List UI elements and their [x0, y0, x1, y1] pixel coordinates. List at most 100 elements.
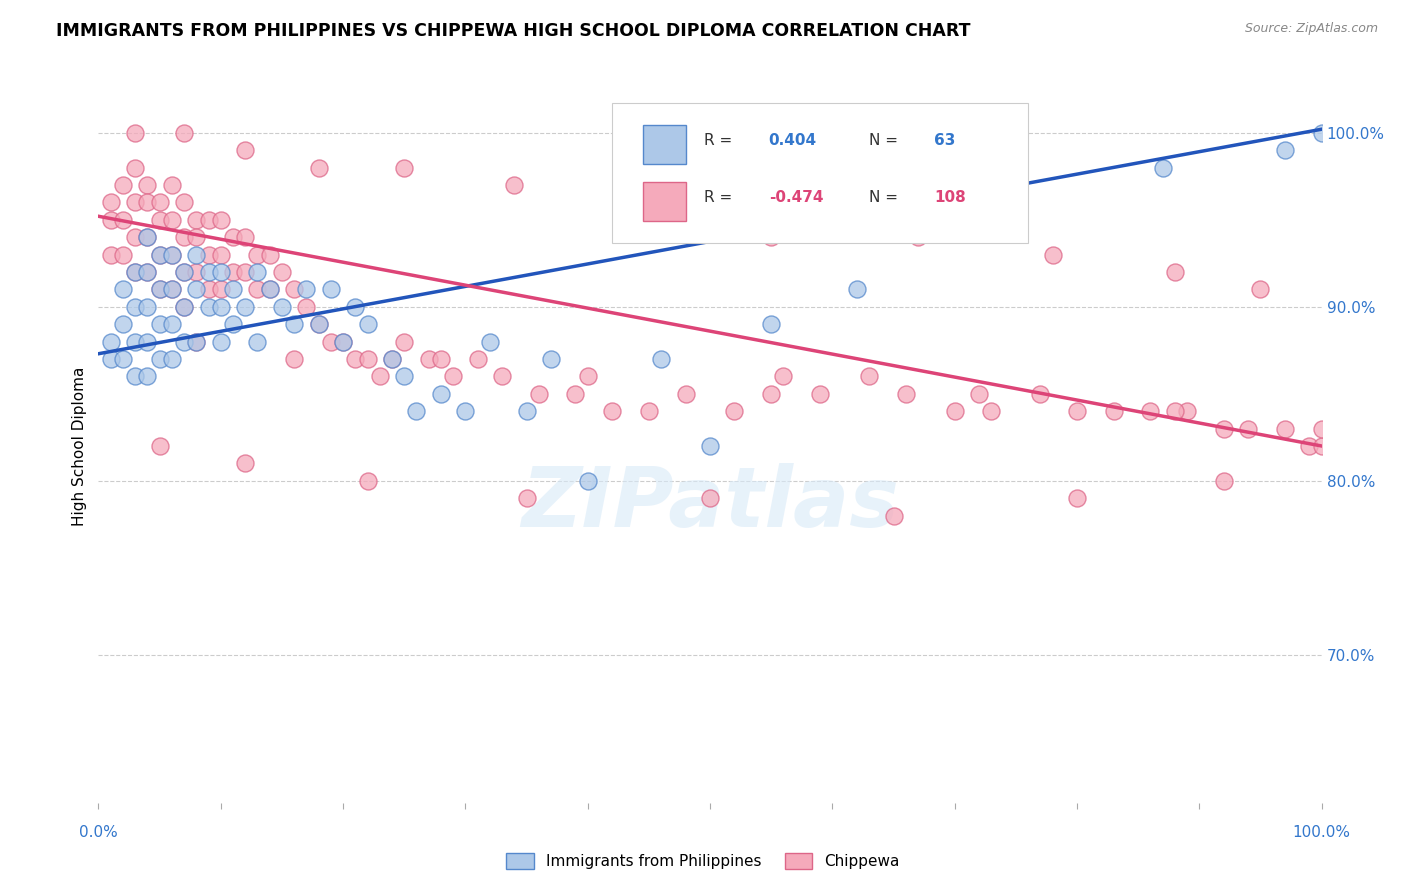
Point — [222, 230, 245, 244]
Point — [1310, 439, 1333, 453]
Point — [515, 404, 537, 418]
Point — [149, 195, 172, 210]
Point — [246, 247, 269, 261]
Point — [308, 317, 330, 331]
Point — [503, 178, 526, 192]
Point — [527, 386, 550, 401]
Point — [344, 300, 367, 314]
Point — [1066, 491, 1088, 506]
Point — [761, 230, 783, 244]
Point — [160, 247, 183, 261]
Point — [100, 334, 122, 349]
Point — [283, 351, 305, 366]
Point — [392, 369, 416, 384]
Text: IMMIGRANTS FROM PHILIPPINES VS CHIPPEWA HIGH SCHOOL DIPLOMA CORRELATION CHART: IMMIGRANTS FROM PHILIPPINES VS CHIPPEWA … — [56, 22, 970, 40]
Point — [308, 161, 330, 175]
Point — [186, 247, 208, 261]
Point — [246, 334, 269, 349]
Point — [259, 282, 281, 296]
Text: -0.474: -0.474 — [769, 190, 824, 205]
Text: N =: N = — [869, 190, 903, 205]
Point — [124, 161, 146, 175]
Point — [100, 247, 122, 261]
Point — [1274, 421, 1296, 435]
Point — [222, 317, 245, 331]
Point — [233, 230, 256, 244]
Point — [160, 282, 183, 296]
Point — [600, 404, 623, 418]
Point — [111, 212, 134, 227]
Point — [259, 282, 281, 296]
Point — [111, 178, 134, 192]
Point — [136, 230, 159, 244]
Point — [246, 265, 269, 279]
Point — [149, 317, 172, 331]
Text: 100.0%: 100.0% — [1292, 825, 1351, 840]
Point — [124, 369, 146, 384]
Point — [295, 300, 318, 314]
Point — [233, 143, 256, 157]
Point — [967, 386, 990, 401]
Point — [136, 265, 159, 279]
Point — [149, 439, 172, 453]
Point — [173, 230, 195, 244]
Point — [319, 282, 342, 296]
Point — [186, 212, 208, 227]
Point — [540, 351, 562, 366]
Point — [418, 351, 440, 366]
Point — [319, 334, 342, 349]
Point — [430, 351, 453, 366]
Point — [197, 282, 219, 296]
Point — [392, 161, 416, 175]
Text: Source: ZipAtlas.com: Source: ZipAtlas.com — [1244, 22, 1378, 36]
Point — [430, 386, 453, 401]
Point — [259, 247, 281, 261]
Point — [186, 334, 208, 349]
Point — [136, 265, 159, 279]
Point — [160, 247, 183, 261]
Text: 0.404: 0.404 — [769, 133, 817, 148]
Point — [907, 230, 929, 244]
Point — [136, 195, 159, 210]
Point — [845, 282, 868, 296]
Point — [111, 351, 134, 366]
Point — [160, 212, 183, 227]
Point — [270, 265, 294, 279]
Point — [699, 491, 721, 506]
Point — [124, 334, 146, 349]
Point — [883, 508, 905, 523]
Point — [209, 212, 232, 227]
Point — [1274, 143, 1296, 157]
Point — [1042, 247, 1064, 261]
Point — [136, 300, 159, 314]
Point — [564, 386, 586, 401]
Point — [381, 351, 404, 366]
Point — [160, 282, 183, 296]
Point — [1310, 421, 1333, 435]
Point — [478, 334, 501, 349]
Point — [1212, 421, 1234, 435]
Point — [111, 282, 134, 296]
Point — [454, 404, 477, 418]
Point — [638, 404, 661, 418]
Text: N =: N = — [869, 133, 903, 148]
Text: R =: R = — [704, 133, 737, 148]
Point — [467, 351, 489, 366]
Bar — [643, 182, 686, 221]
Point — [1102, 404, 1125, 418]
Point — [124, 265, 146, 279]
Point — [699, 439, 721, 453]
Point — [1175, 404, 1198, 418]
Point — [233, 265, 256, 279]
Point — [576, 369, 599, 384]
Point — [772, 369, 794, 384]
Point — [136, 178, 159, 192]
Point — [173, 265, 195, 279]
Point — [283, 282, 305, 296]
Point — [209, 282, 232, 296]
Point — [173, 265, 195, 279]
Point — [270, 300, 294, 314]
Point — [233, 300, 256, 314]
Point — [186, 334, 208, 349]
Point — [491, 369, 513, 384]
